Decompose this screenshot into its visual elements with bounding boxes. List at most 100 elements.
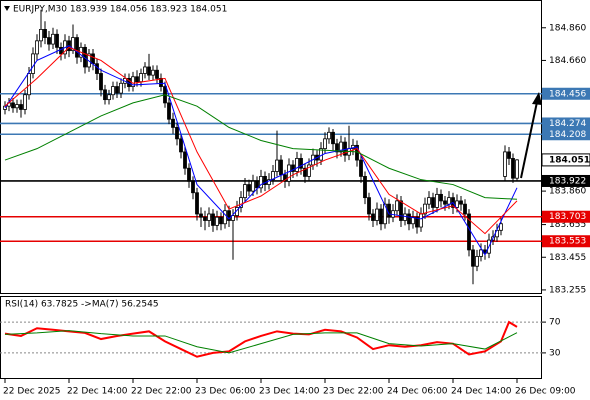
- candle-body: [255, 180, 259, 189]
- candle-body: [39, 28, 43, 42]
- moving-average: [4, 94, 518, 200]
- candle-body: [331, 131, 335, 145]
- candle-body: [403, 213, 407, 221]
- candle-body: [471, 249, 475, 267]
- x-tick-label: 23 Dec 06:00: [195, 387, 256, 397]
- candle-body: [383, 203, 387, 225]
- candle-body: [455, 200, 459, 208]
- candle-body: [507, 151, 511, 159]
- arrow-shaft: [520, 101, 538, 179]
- moving-average: [4, 46, 518, 235]
- candle-body: [35, 40, 39, 55]
- candle-body: [211, 213, 215, 226]
- x-tick-label: 26 Dec 09:00: [515, 387, 576, 397]
- candle-body: [55, 33, 59, 48]
- candle-body: [443, 200, 447, 205]
- candle-body: [307, 164, 311, 177]
- candle-body: [195, 192, 199, 215]
- candle-body: [479, 249, 483, 257]
- candle-body: [243, 184, 247, 199]
- level-box: [542, 87, 590, 100]
- candle-body: [99, 73, 103, 91]
- candle-body: [291, 164, 295, 172]
- candle-body: [119, 82, 123, 94]
- candle-body: [283, 174, 287, 182]
- rsi-title: RSI(14) 63.7825 ->MA(7) 56.2545: [5, 300, 159, 310]
- candle-body: [259, 175, 263, 189]
- candle-body: [303, 167, 307, 177]
- candle-body: [223, 210, 227, 225]
- y-tick-label: 183.655: [549, 220, 586, 230]
- level-label: 184.456: [549, 89, 586, 99]
- candle-body: [227, 210, 231, 221]
- candle-body: [219, 216, 223, 225]
- candle-body: [271, 171, 275, 181]
- candle-body: [419, 213, 423, 228]
- candle-body: [415, 216, 419, 228]
- candle-body: [43, 28, 47, 38]
- candle-body: [503, 151, 507, 177]
- candle-body: [203, 216, 207, 221]
- plot: 184.860 184.660 183.860 183.655 183.455 183.2…: [0, 9, 590, 397]
- candle-body: [327, 131, 331, 140]
- x-tick-label: 23 Dec 14:00: [259, 387, 320, 397]
- candle-body: [31, 53, 35, 74]
- candle-body: [111, 86, 115, 96]
- chart-title: EURJPY,M30 183.939 184.056 183.923 184.0…: [13, 5, 227, 15]
- y-tick-label: 183.255: [549, 285, 586, 295]
- y-tick-label: 184.660: [549, 56, 586, 66]
- candle-body: [239, 197, 243, 208]
- candle-body: [371, 213, 375, 221]
- candle-body: [351, 144, 355, 150]
- candle-body: [143, 66, 147, 74]
- x-tick-label: 24 Dec 14:00: [451, 387, 512, 397]
- candle-body: [363, 175, 367, 199]
- candle-body: [19, 104, 23, 110]
- candle-body: [167, 102, 171, 120]
- rsi-panel-frame: [0, 296, 542, 379]
- level-label: 184.208: [549, 130, 586, 140]
- candle-body: [515, 159, 519, 179]
- candle-body: [339, 141, 343, 153]
- candle-body: [11, 102, 15, 109]
- rsi-line: [4, 320, 518, 358]
- candle-body: [47, 37, 51, 45]
- candle-body: [71, 37, 75, 52]
- candle-body: [423, 203, 427, 215]
- candle-body: [231, 215, 235, 221]
- candle-body: [399, 200, 403, 221]
- candle-body: [15, 104, 19, 109]
- candle-body: [187, 167, 191, 182]
- candle-body: [279, 159, 283, 176]
- candle-body: [107, 94, 111, 101]
- moving-average: [4, 45, 518, 256]
- candle-body: [295, 158, 299, 172]
- candle-body: [75, 37, 79, 58]
- candle-body: [287, 164, 291, 182]
- x-tick-label: 22 Dec 2025: [3, 387, 61, 397]
- candle-body: [215, 216, 219, 226]
- level-box: [542, 235, 590, 248]
- candle-body: [179, 138, 183, 153]
- candle-body: [263, 175, 267, 185]
- candle-body: [251, 180, 255, 192]
- candle-body: [275, 159, 279, 172]
- level-box: [542, 117, 590, 130]
- y-tick-label: 70: [549, 318, 561, 328]
- candle-body: [379, 208, 383, 225]
- candle-body: [23, 94, 27, 110]
- title-icon: [4, 6, 10, 11]
- candle-body: [103, 89, 107, 101]
- candle-body: [323, 138, 327, 150]
- candle-body: [135, 76, 139, 83]
- candle-body: [299, 158, 303, 169]
- candle-body: [159, 78, 163, 87]
- candle-body: [367, 197, 371, 215]
- candle-body: [459, 200, 463, 205]
- candle-body: [207, 213, 211, 221]
- candle-body: [155, 69, 159, 79]
- candle-body: [91, 53, 95, 65]
- candle-body: [199, 213, 203, 218]
- y-tick-label: 183.860: [549, 187, 586, 197]
